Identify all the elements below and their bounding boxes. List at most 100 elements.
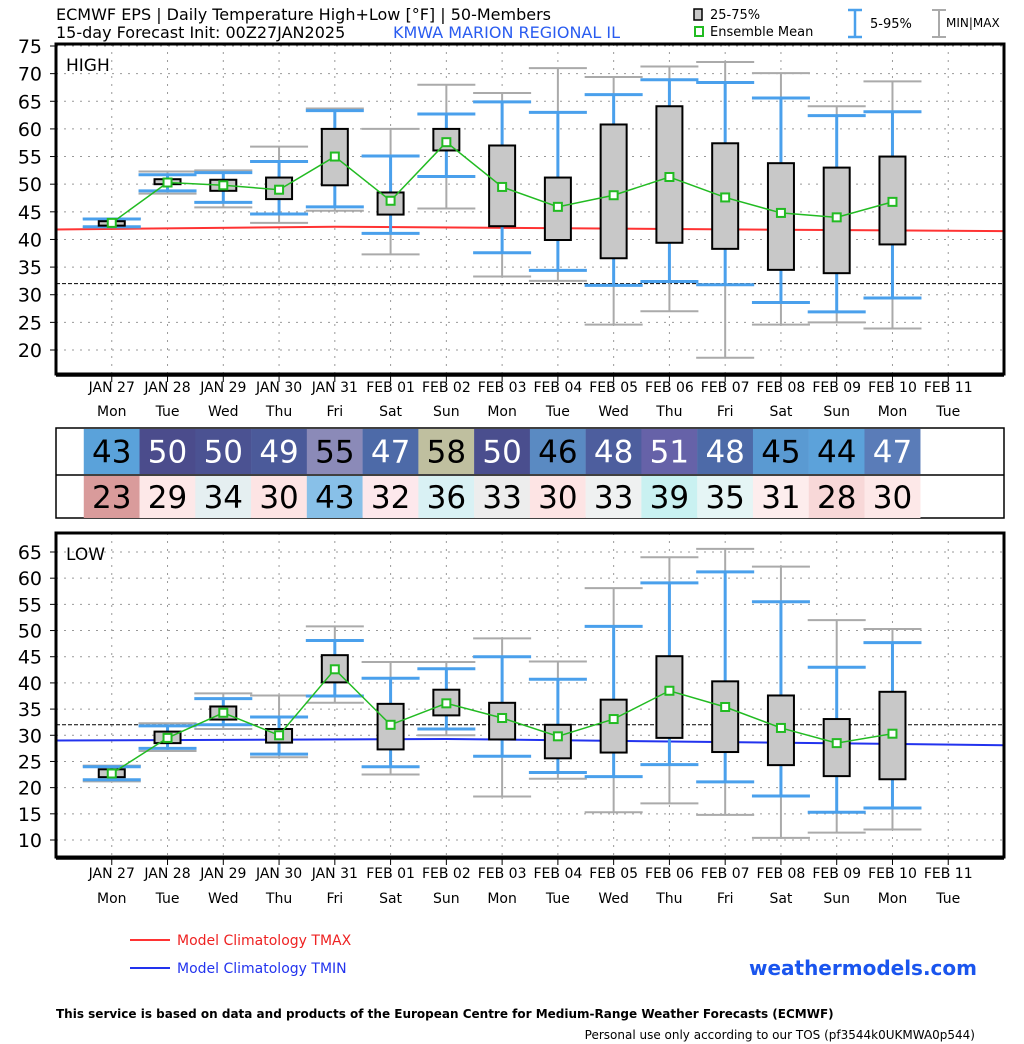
x-weekday-label: Fri bbox=[326, 404, 343, 420]
ensemble-mean-point bbox=[329, 664, 340, 675]
x-tick-label: FEB 03 bbox=[478, 380, 527, 396]
x-weekday-label: Sun bbox=[433, 891, 460, 907]
x-weekday-label: Fri bbox=[717, 404, 734, 420]
chart-panel-high: 20 25 30 35 40 45 50 55 60 65 70 75 JAN 27 Mon JAN 28 T… bbox=[18, 36, 1006, 420]
table-cell-low bbox=[195, 476, 252, 518]
x-weekday-label: Thu bbox=[655, 891, 682, 907]
x-tick-label: JAN 29 bbox=[199, 380, 246, 396]
table-value-high: 51 bbox=[650, 435, 689, 471]
x-tick-label: FEB 09 bbox=[812, 380, 861, 396]
legend-tmin-label: Model Climatology TMIN bbox=[177, 961, 347, 977]
source-note: This service is based on data and produc… bbox=[56, 1007, 834, 1021]
iqr-box bbox=[655, 655, 684, 739]
y-tick-label: 60 bbox=[18, 568, 42, 590]
table-value-high: 50 bbox=[204, 435, 243, 471]
table-cell-high bbox=[139, 429, 196, 474]
x-weekday-label: Sat bbox=[379, 891, 402, 907]
x-tick-label: FEB 07 bbox=[701, 380, 750, 396]
box-13 bbox=[807, 619, 866, 834]
x-weekday-label: Wed bbox=[598, 404, 629, 420]
x-weekday-label: Tue bbox=[545, 404, 570, 420]
climatology-tmax-line bbox=[55, 225, 1005, 233]
ensemble-mean-point bbox=[831, 212, 842, 223]
x-tick-label: JAN 29 bbox=[199, 866, 246, 882]
x-weekday-label: Sat bbox=[769, 404, 792, 420]
ensemble-mean-point bbox=[162, 732, 173, 743]
legend-box-label: 25-75% bbox=[710, 8, 760, 23]
tos-note: Personal use only according to our TOS (… bbox=[585, 1028, 975, 1042]
x-weekday-label: Tue bbox=[935, 404, 960, 420]
iqr-box bbox=[711, 680, 740, 754]
table-value-high: 45 bbox=[761, 435, 800, 471]
iqr-box bbox=[766, 162, 795, 271]
y-tick-label: 55 bbox=[18, 594, 42, 616]
x-tick-label: FEB 02 bbox=[422, 380, 471, 396]
table-cell-high bbox=[585, 429, 642, 474]
box-11 bbox=[696, 61, 755, 359]
table-cell-low bbox=[306, 476, 363, 518]
ensemble-mean-point bbox=[720, 192, 731, 203]
box-12 bbox=[751, 565, 810, 839]
y-tick-label: 65 bbox=[18, 542, 42, 564]
y-tick-label: 65 bbox=[18, 91, 42, 113]
table-cell-low bbox=[362, 476, 419, 518]
table-value-low: 23 bbox=[92, 480, 131, 516]
x-tick-label: JAN 27 bbox=[88, 866, 135, 882]
x-tick-label: JAN 28 bbox=[143, 866, 190, 882]
x-weekday-label: Thu bbox=[655, 404, 682, 420]
table-cell-low bbox=[418, 476, 475, 518]
iqr-box bbox=[376, 702, 405, 751]
table-cell-low bbox=[83, 476, 140, 518]
box-5 bbox=[361, 660, 420, 776]
table-cell-low bbox=[139, 476, 196, 518]
ensemble-mean-point bbox=[608, 714, 619, 725]
table-cell-low bbox=[697, 476, 754, 518]
ensemble-mean-point bbox=[274, 730, 285, 741]
x-tick-label: JAN 28 bbox=[143, 380, 190, 396]
table-value-high: 49 bbox=[259, 435, 298, 471]
ensemble-mean-point bbox=[775, 207, 786, 218]
table-value-low: 39 bbox=[650, 480, 689, 516]
x-weekday-label: Mon bbox=[487, 404, 517, 420]
table-value-high: 58 bbox=[427, 435, 466, 471]
ensemble-mean-point bbox=[497, 712, 508, 723]
table-cell-high bbox=[864, 429, 921, 474]
table-cell-high bbox=[474, 429, 531, 474]
plot-frame bbox=[54, 531, 1006, 859]
brand-link[interactable]: weathermodels.com bbox=[749, 956, 977, 980]
table-cell-high bbox=[362, 429, 419, 474]
x-weekday-label: Thu bbox=[265, 891, 292, 907]
x-tick-label: FEB 03 bbox=[478, 866, 527, 882]
table-value-high: 50 bbox=[482, 435, 521, 471]
legend-minmax-label: MIN|MAX bbox=[946, 16, 1000, 30]
table-value-low: 30 bbox=[538, 480, 577, 516]
box-9 bbox=[584, 75, 643, 326]
x-tick-label: FEB 11 bbox=[924, 866, 973, 882]
table-cell-low bbox=[251, 476, 308, 518]
ensemble-mean-point bbox=[162, 177, 173, 188]
y-tick-label: 15 bbox=[18, 804, 42, 826]
ensemble-mean-point bbox=[608, 190, 619, 201]
table-value-high: 55 bbox=[315, 435, 354, 471]
box-2 bbox=[194, 692, 253, 730]
ensemble-mean-point bbox=[552, 201, 563, 212]
iqr-box bbox=[599, 698, 628, 754]
legend-box-swatch bbox=[693, 8, 703, 21]
y-tick-label: 45 bbox=[18, 647, 42, 669]
plot-frame bbox=[54, 42, 1006, 376]
x-weekday-label: Sun bbox=[433, 404, 460, 420]
ensemble-mean-point bbox=[385, 719, 396, 730]
y-tick-label: 50 bbox=[18, 174, 42, 196]
ensemble-mean-point bbox=[218, 180, 229, 191]
y-tick-label: 75 bbox=[18, 36, 42, 58]
x-weekday-label: Tue bbox=[155, 404, 180, 420]
table-value-high: 43 bbox=[92, 435, 131, 471]
table-cell-high bbox=[251, 429, 308, 474]
y-tick-label: 40 bbox=[18, 229, 42, 251]
x-weekday-label: Tue bbox=[155, 891, 180, 907]
table-cell-low bbox=[529, 476, 586, 518]
ensemble-mean-point bbox=[720, 701, 731, 712]
x-tick-label: FEB 09 bbox=[812, 866, 861, 882]
x-tick-label: FEB 06 bbox=[645, 866, 694, 882]
table-cell-high bbox=[697, 429, 754, 474]
